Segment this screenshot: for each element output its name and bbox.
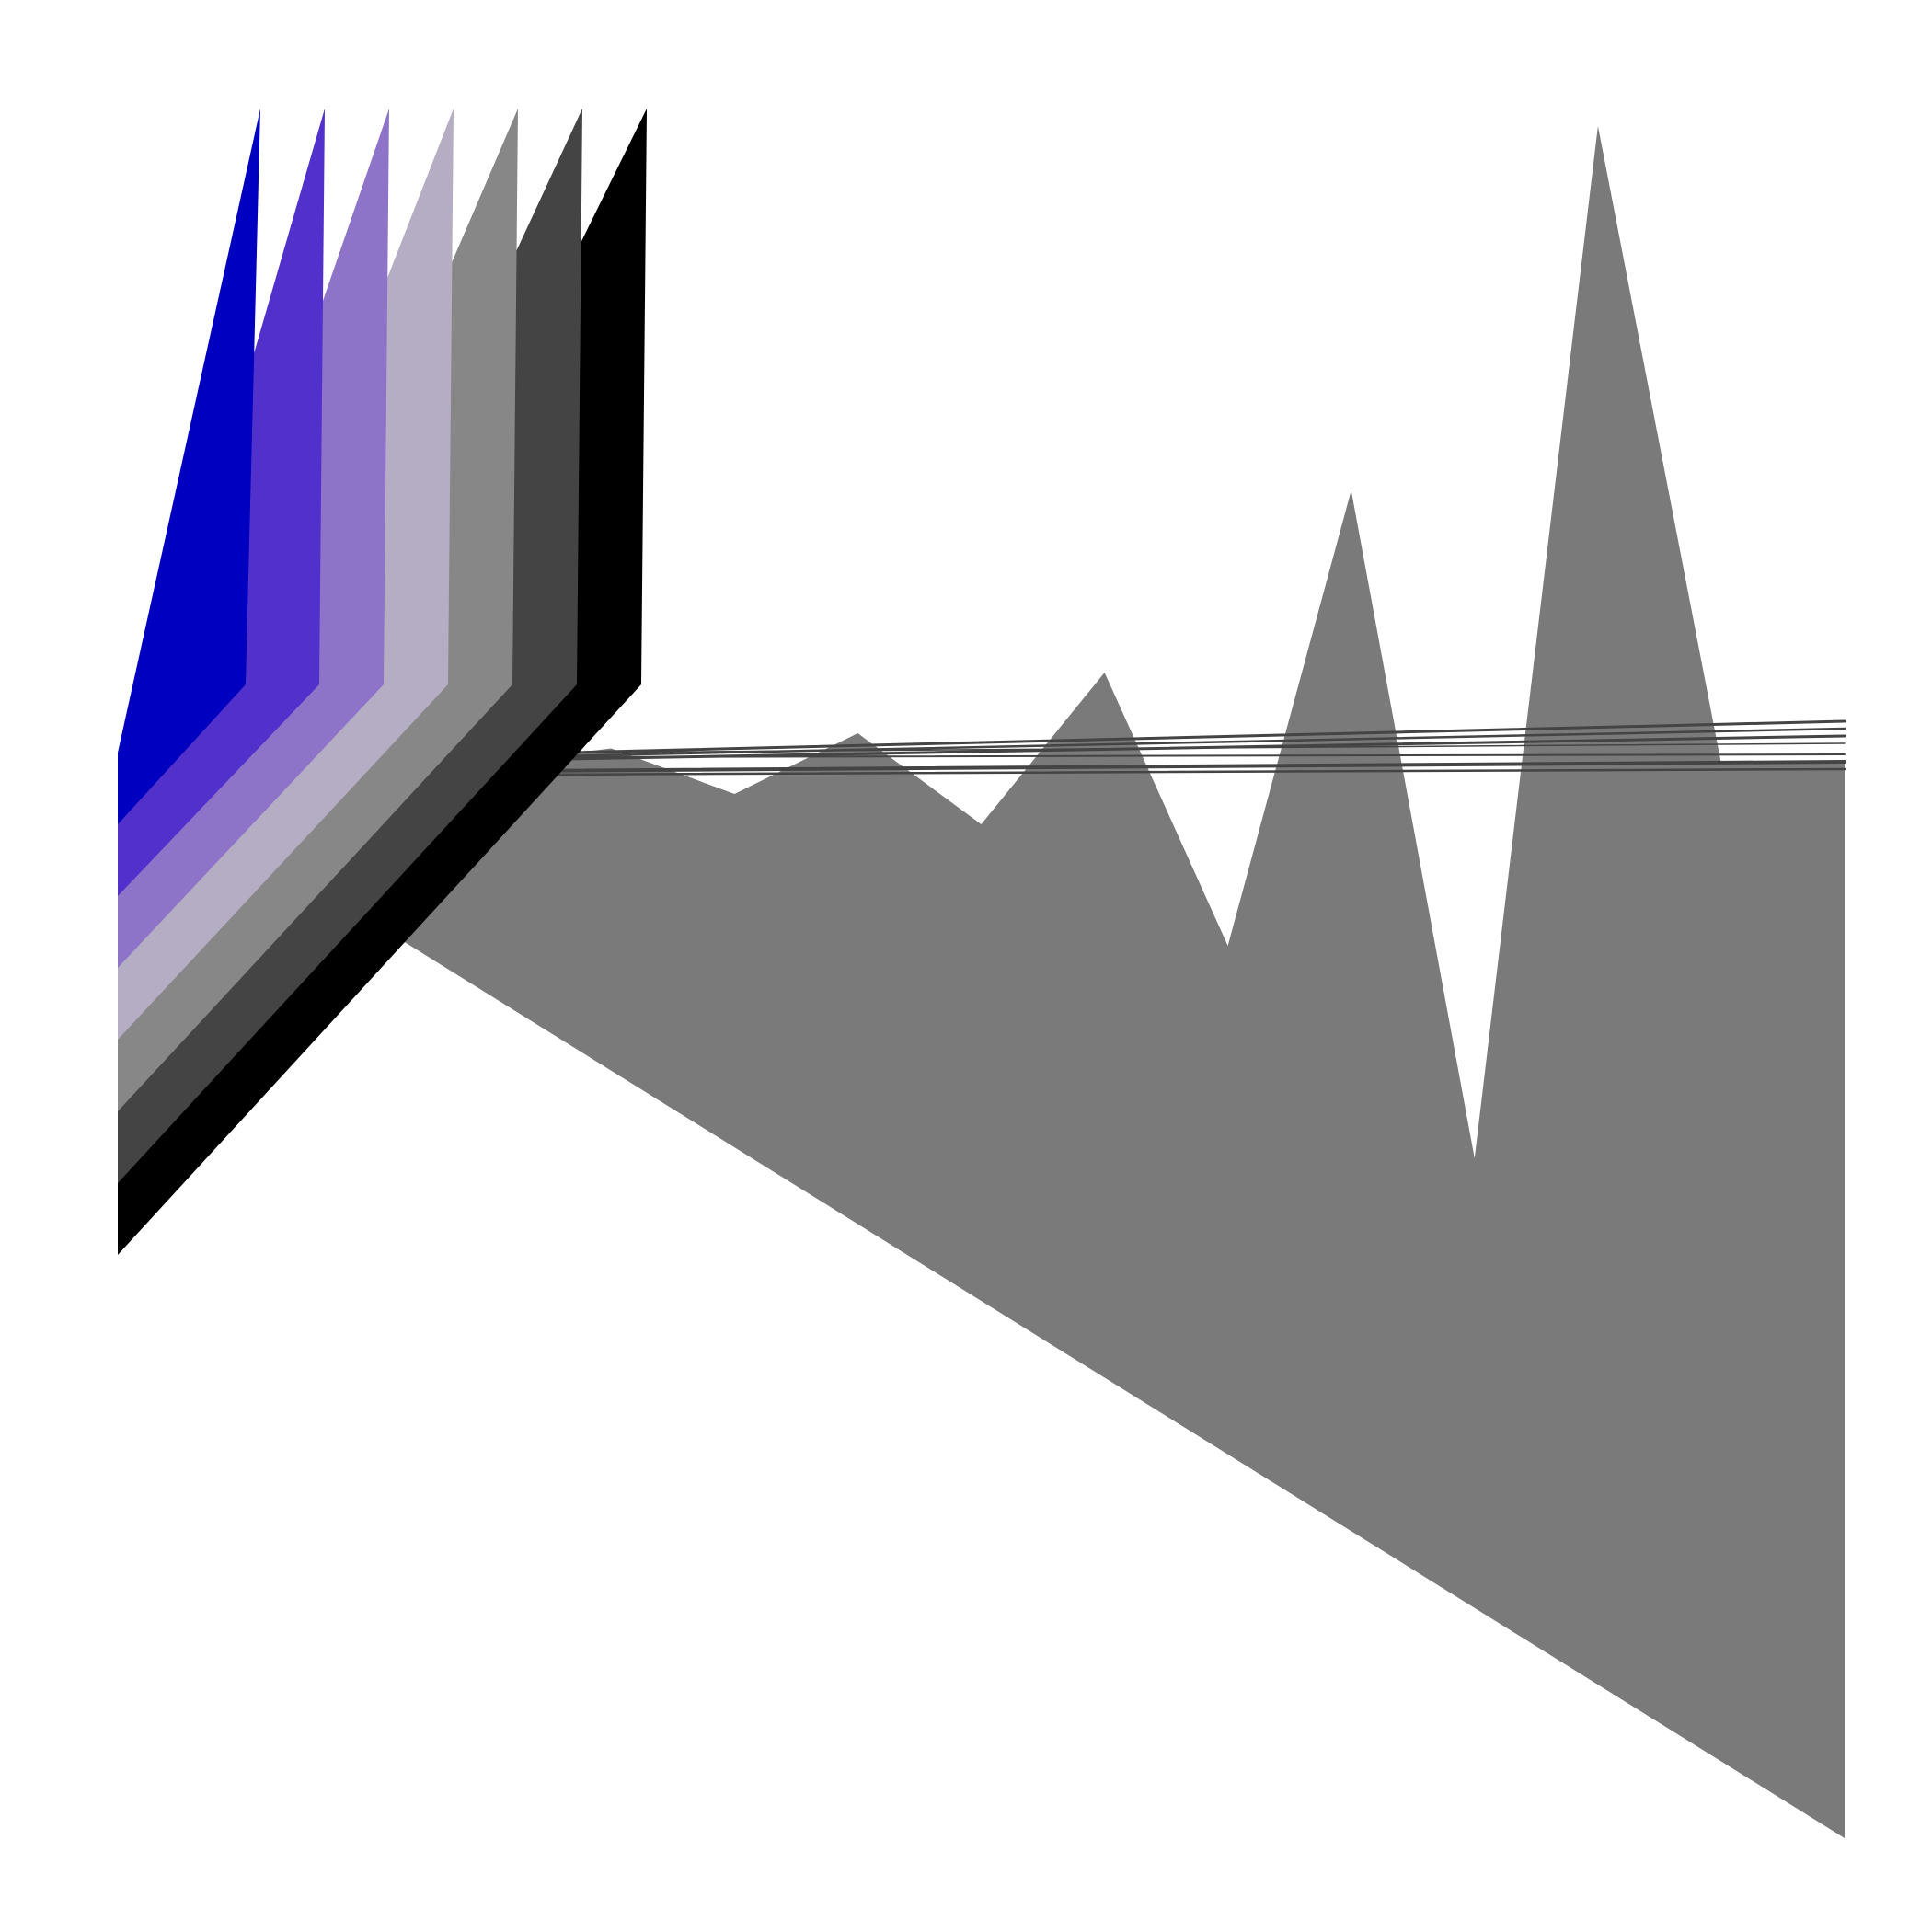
- main-area-layer: [118, 126, 1845, 1838]
- stacked-spike-layer: [118, 109, 647, 1255]
- stack-series-0: [118, 109, 260, 824]
- baseline-stroke-3: [513, 760, 1846, 773]
- main-area: [118, 126, 1845, 1838]
- baseline-stroke-5: [533, 753, 1846, 758]
- baseline-stroke-4: [513, 767, 1846, 776]
- baseline-stroke-6: [569, 742, 1846, 753]
